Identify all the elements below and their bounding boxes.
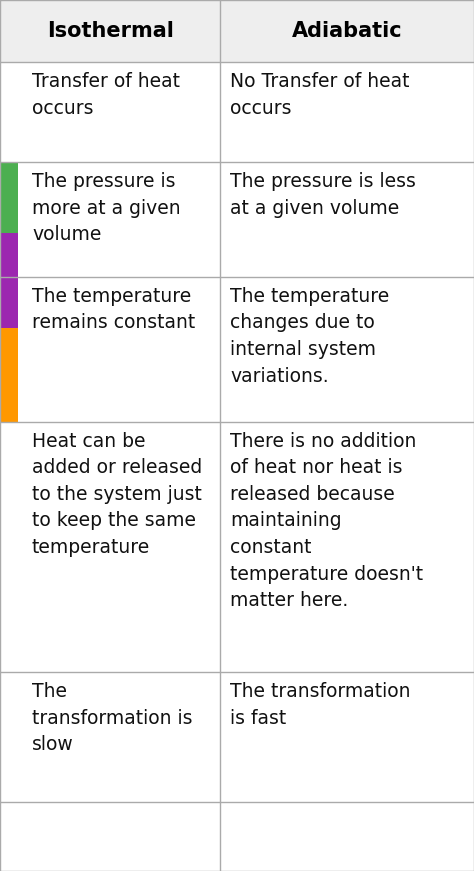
Text: The
transformation is
slow: The transformation is slow	[32, 682, 192, 754]
Bar	[0, 327, 18, 422]
Text: Adiabatic: Adiabatic	[292, 21, 402, 41]
Text: The temperature
changes due to
internal system
variations.: The temperature changes due to internal …	[230, 287, 390, 386]
Bar	[0, 162, 18, 233]
Bar	[0, 0, 474, 62]
Text: There is no addition
of heat nor heat is
released because
maintaining
constant
t: There is no addition of heat nor heat is…	[230, 432, 424, 610]
Text: The transformation
is fast: The transformation is fast	[230, 682, 411, 727]
Bar	[0, 233, 18, 327]
Bar	[0, 277, 474, 422]
Bar	[0, 162, 474, 277]
Bar	[0, 422, 474, 672]
Text: Isothermal: Isothermal	[47, 21, 173, 41]
Text: Heat can be
added or released
to the system just
to keep the same
temperature: Heat can be added or released to the sys…	[32, 432, 202, 557]
Bar	[0, 62, 474, 162]
Text: The pressure is
more at a given
volume: The pressure is more at a given volume	[32, 172, 181, 244]
Text: No Transfer of heat
occurs: No Transfer of heat occurs	[230, 72, 410, 118]
Text: The temperature
remains constant: The temperature remains constant	[32, 287, 195, 333]
Text: Transfer of heat
occurs: Transfer of heat occurs	[32, 72, 180, 118]
Text: The pressure is less
at a given volume: The pressure is less at a given volume	[230, 172, 416, 218]
Bar	[0, 672, 474, 802]
